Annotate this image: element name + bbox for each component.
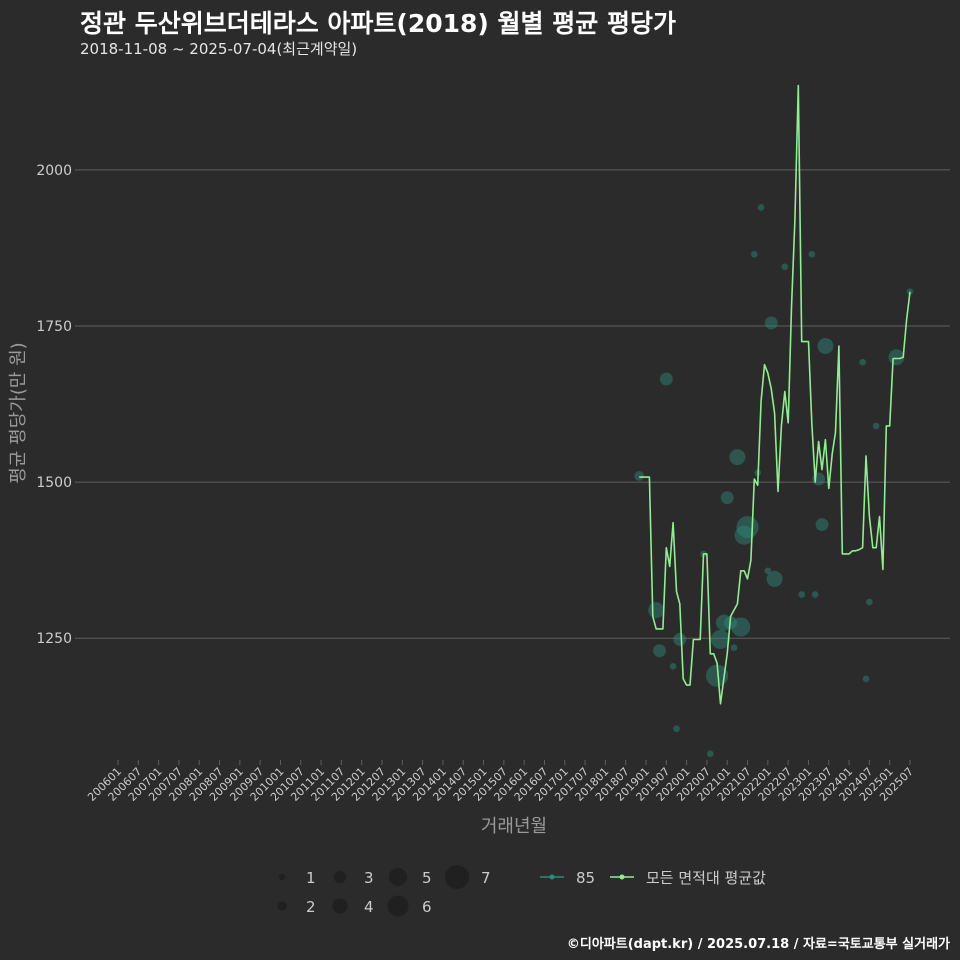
legend-size-circle [388, 867, 408, 887]
chart-subtitle: 2018-11-08 ~ 2025-07-04(최근계약일) [80, 40, 358, 58]
legend-size-circle [277, 901, 287, 911]
legend-size-label: 2 [306, 898, 316, 916]
chart-title: 정관 두산위브더테라스 아파트(2018) 월별 평균 평당가 [80, 9, 676, 38]
scatter-point [872, 422, 880, 430]
scatter-point [673, 633, 687, 646]
scatter-point [817, 338, 834, 354]
scatter-point [736, 515, 759, 539]
scatter-point [710, 629, 731, 650]
scatter-point [906, 288, 914, 296]
scatter-point [734, 525, 754, 545]
scatter-point [866, 598, 873, 606]
legend-size-circle [332, 898, 348, 914]
legend-size-label: 6 [422, 898, 432, 916]
scatter-point [811, 591, 819, 598]
scatter-point [720, 491, 734, 505]
average-price-line [639, 84, 911, 705]
scatter-point [715, 614, 732, 631]
scatter-point [669, 662, 677, 670]
scatter-point [705, 664, 729, 687]
scatter-point [659, 372, 673, 386]
legend-size-circle [387, 895, 409, 917]
scatter-point [766, 570, 783, 587]
scatter-point [731, 617, 751, 637]
scatter-point [729, 449, 746, 466]
legend-85-marker [549, 874, 555, 880]
scatter-point [634, 470, 645, 481]
data-source-caption: ©디아파트(dapt.kr) / 2025.07.18 / 자료=국토교통부 실… [566, 937, 950, 952]
legend-size-label: 4 [364, 898, 374, 916]
scatter-point [730, 644, 738, 651]
legend-size-circle [444, 864, 470, 890]
scatter-point [764, 567, 772, 575]
scatter-point [648, 602, 665, 619]
y-tick-label: 1750 [36, 319, 72, 335]
scatter-point [750, 250, 758, 258]
y-tick-label: 2000 [36, 163, 72, 179]
x-axis-label: 거래년월 [481, 816, 547, 837]
scatter-point [781, 263, 789, 271]
legend-size-label: 3 [364, 869, 374, 887]
legend-average-marker [619, 874, 625, 880]
scatter-point [798, 591, 806, 598]
scatter-point [706, 750, 714, 758]
scatter-point [653, 644, 666, 658]
legend-size-circle [333, 870, 347, 884]
scatter-point [808, 250, 816, 258]
scatter-point [859, 358, 866, 366]
y-tick-label: 1250 [36, 631, 72, 647]
legend-size-label: 5 [422, 869, 432, 887]
y-tick-label: 1500 [36, 475, 72, 491]
y-axis-label: 평균 평당가(만 원) [8, 342, 29, 483]
legend-average-label: 모든 면적대 평균값 [646, 869, 766, 887]
scatter-point [862, 675, 870, 683]
scatter-point [673, 725, 680, 733]
scatter-point [764, 316, 778, 330]
legend: 1 2 3 4 5 6 7 85 모든 면적대 평균값 [277, 864, 766, 917]
scatter-point [815, 518, 829, 532]
legend-size-label: 7 [481, 869, 491, 887]
legend-size-circle [278, 873, 286, 881]
scatter-point [757, 204, 765, 211]
legend-85-label: 85 [576, 869, 595, 887]
legend-size-label: 1 [306, 869, 316, 887]
